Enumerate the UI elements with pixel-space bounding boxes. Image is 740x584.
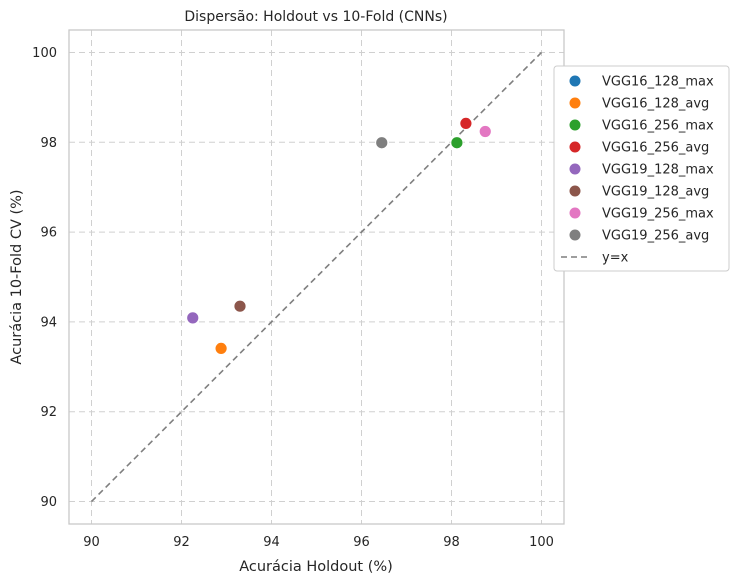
plot-frame xyxy=(68,29,565,525)
legend-marker xyxy=(569,97,581,109)
y-axis-ticks: 90 92 94 96 98 100 xyxy=(32,46,57,510)
y-axis-label: Acurácia 10-Fold CV (%) xyxy=(9,189,25,364)
chart-title: Dispersão: Holdout vs 10-Fold (CNNs) xyxy=(184,9,447,25)
legend-box xyxy=(553,65,730,272)
y-tick-label: 90 xyxy=(40,495,57,510)
y-tick-label: 96 xyxy=(40,226,57,241)
legend-label: VGG19_128_avg xyxy=(602,185,709,200)
legend-label: VGG16_256_avg xyxy=(602,141,709,156)
x-tick-label: 96 xyxy=(353,535,370,550)
y-tick-label: 100 xyxy=(32,46,57,61)
legend-marker xyxy=(569,141,581,153)
x-tick-label: 98 xyxy=(443,535,460,550)
legend-marker xyxy=(569,229,581,241)
legend-label: VGG16_128_max xyxy=(602,75,714,90)
y-tick-label: 98 xyxy=(40,136,57,151)
legend-label: y=x xyxy=(602,251,629,266)
legend-label: VGG16_128_avg xyxy=(602,97,709,112)
x-tick-label: 90 xyxy=(83,535,100,550)
data-points xyxy=(186,117,492,355)
x-axis-label: Acurácia Holdout (%) xyxy=(239,559,393,575)
point-vgg19-128-max xyxy=(186,311,200,325)
x-axis-ticks: 90 92 94 96 98 100 xyxy=(83,535,554,550)
legend-label: VGG19_128_max xyxy=(602,163,714,178)
x-tick-label: 94 xyxy=(263,535,280,550)
y-tick-label: 94 xyxy=(40,315,57,330)
point-vgg16-128-avg xyxy=(214,342,228,355)
legend-marker xyxy=(569,75,581,87)
point-vgg16-256-max xyxy=(450,136,464,150)
legend-marker xyxy=(569,185,581,197)
point-vgg19-256-avg xyxy=(375,136,389,150)
x-tick-label: 92 xyxy=(173,535,190,550)
legend-marker xyxy=(569,207,581,219)
y-tick-label: 92 xyxy=(40,405,57,420)
legend-marker xyxy=(569,119,581,131)
point-vgg19-256-max xyxy=(478,125,492,138)
point-vgg19-128-avg xyxy=(233,299,247,313)
legend-marker xyxy=(569,163,581,175)
legend-label: VGG19_256_avg xyxy=(602,229,709,244)
legend-label: VGG16_256_max xyxy=(602,119,714,134)
reference-line-y-equals-x xyxy=(90,51,543,503)
grid xyxy=(69,30,564,524)
x-tick-label: 100 xyxy=(529,535,554,550)
point-vgg16-256-avg xyxy=(459,117,473,130)
legend: VGG16_128_max VGG16_128_avg VGG16_256_max V… xyxy=(553,65,730,272)
legend-label: VGG19_256_max xyxy=(602,207,714,222)
